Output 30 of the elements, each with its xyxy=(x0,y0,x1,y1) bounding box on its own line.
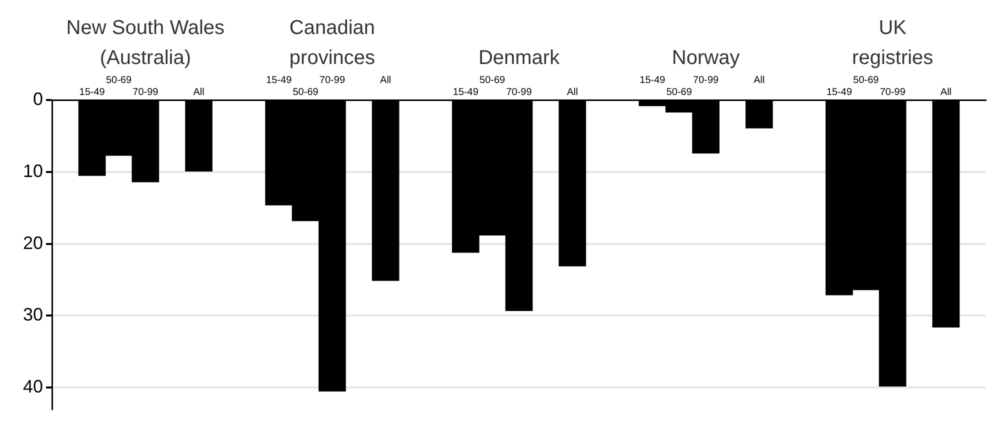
x-tick-label: All xyxy=(940,86,952,98)
x-tick-label: All xyxy=(193,86,204,98)
text: Canadian provinces xyxy=(289,17,376,69)
x-tick-label: 70-99 xyxy=(880,86,906,98)
y-tick-label: 20 xyxy=(22,232,44,253)
text: UK registries xyxy=(852,17,934,69)
x-tick-label: 50-69 xyxy=(106,74,132,86)
x-tick-label: 15-49 xyxy=(640,74,666,86)
x-tick-label: 70-99 xyxy=(693,74,720,86)
x-tick-label: All xyxy=(566,86,578,98)
text: Denmark xyxy=(478,47,561,69)
x-tick-label: 50-69 xyxy=(666,86,692,98)
x-tick-label: 15-49 xyxy=(266,74,292,86)
x-tick-label: 15-49 xyxy=(826,86,852,98)
text: New South Wales (Australia) xyxy=(66,17,225,69)
x-tick-label: 70-99 xyxy=(319,74,346,86)
x-tick-label: 15-49 xyxy=(79,86,106,98)
x-tick-label: 70-99 xyxy=(506,86,532,98)
x-tick-label: 15-49 xyxy=(452,86,479,98)
y-tick-label: 10 xyxy=(22,160,44,181)
y-tick-label: 0 xyxy=(33,88,44,109)
text: Norway xyxy=(672,47,740,69)
x-tick-label: 50-69 xyxy=(292,86,319,98)
y-tick-label: 40 xyxy=(22,376,44,397)
x-tick-label: 70-99 xyxy=(132,86,159,98)
y-tick-label: 30 xyxy=(22,304,44,325)
x-tick-label: All xyxy=(754,74,765,86)
x-tick-label: 50-69 xyxy=(480,74,506,86)
x-tick-label: All xyxy=(380,74,392,86)
x-tick-label: 50-69 xyxy=(853,74,880,86)
